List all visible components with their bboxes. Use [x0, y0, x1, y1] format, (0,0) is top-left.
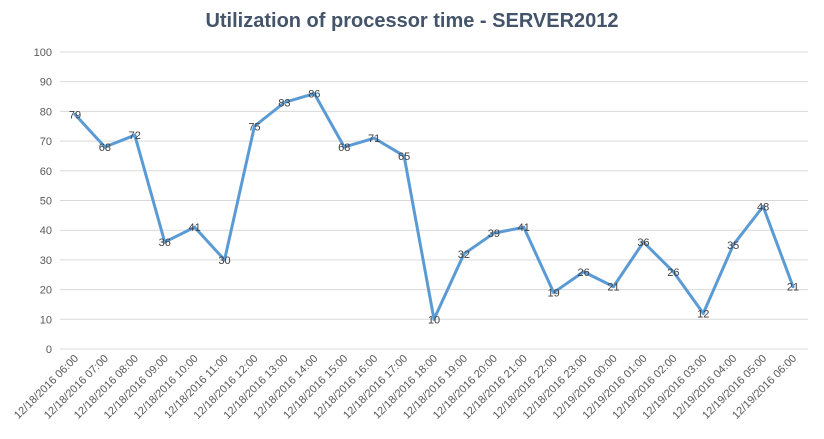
data-point: [133, 133, 137, 137]
y-tick-label: 0: [46, 344, 52, 356]
y-tick-label: 70: [40, 136, 52, 148]
y-tick-label: 10: [40, 314, 52, 326]
data-label: 26: [667, 267, 679, 279]
data-point: [163, 240, 167, 244]
data-label: 30: [218, 255, 230, 267]
data-label: 36: [637, 237, 649, 249]
data-point: [761, 204, 765, 208]
chart-title: Utilization of processor time - SERVER20…: [205, 10, 619, 32]
y-tick-label: 60: [40, 166, 52, 178]
y-tick-label: 20: [40, 285, 52, 297]
data-point: [552, 291, 556, 295]
data-point: [432, 317, 436, 321]
y-tick-label: 100: [34, 47, 52, 59]
data-point: [462, 252, 466, 256]
data-point: [252, 124, 256, 128]
data-label: 10: [428, 314, 440, 326]
data-point: [641, 240, 645, 244]
data-point: [342, 145, 346, 149]
data-point: [492, 231, 496, 235]
data-label: 21: [787, 282, 799, 294]
data-label: 65: [398, 151, 410, 163]
data-point: [372, 136, 376, 140]
data-point: [701, 311, 705, 315]
data-label: 48: [757, 201, 769, 213]
y-tick-label: 50: [40, 196, 52, 208]
y-tick-label: 30: [40, 255, 52, 267]
data-point: [193, 225, 197, 229]
data-point: [103, 145, 107, 149]
data-point: [791, 285, 795, 289]
data-label: 83: [278, 97, 290, 109]
data-point: [522, 225, 526, 229]
data-point: [312, 92, 316, 96]
data-label: 32: [458, 249, 470, 261]
data-label: 39: [488, 228, 500, 240]
data-label: 79: [69, 109, 81, 121]
data-point: [612, 285, 616, 289]
data-point: [282, 100, 286, 104]
data-label: 36: [159, 237, 171, 249]
data-point: [223, 258, 227, 262]
data-label: 41: [189, 222, 201, 234]
data-label: 41: [518, 222, 530, 234]
series-line: [73, 92, 795, 321]
y-tick-label: 90: [40, 77, 52, 89]
data-label: 75: [248, 121, 260, 133]
data-point: [73, 112, 77, 116]
data-label: 26: [577, 267, 589, 279]
data-label: 86: [308, 89, 320, 101]
data-point: [582, 270, 586, 274]
data-label: 71: [368, 133, 380, 145]
y-tick-label: 80: [40, 106, 52, 118]
y-tick-label: 40: [40, 225, 52, 237]
data-label: 21: [607, 282, 619, 294]
data-label: 35: [727, 240, 739, 252]
data-label: 19: [548, 288, 560, 300]
data-label: 72: [129, 130, 141, 142]
data-point: [402, 154, 406, 158]
data-label: 68: [338, 142, 350, 154]
data-label: 68: [99, 142, 111, 154]
data-label: 12: [697, 308, 709, 320]
data-point: [671, 270, 675, 274]
data-point: [731, 243, 735, 247]
